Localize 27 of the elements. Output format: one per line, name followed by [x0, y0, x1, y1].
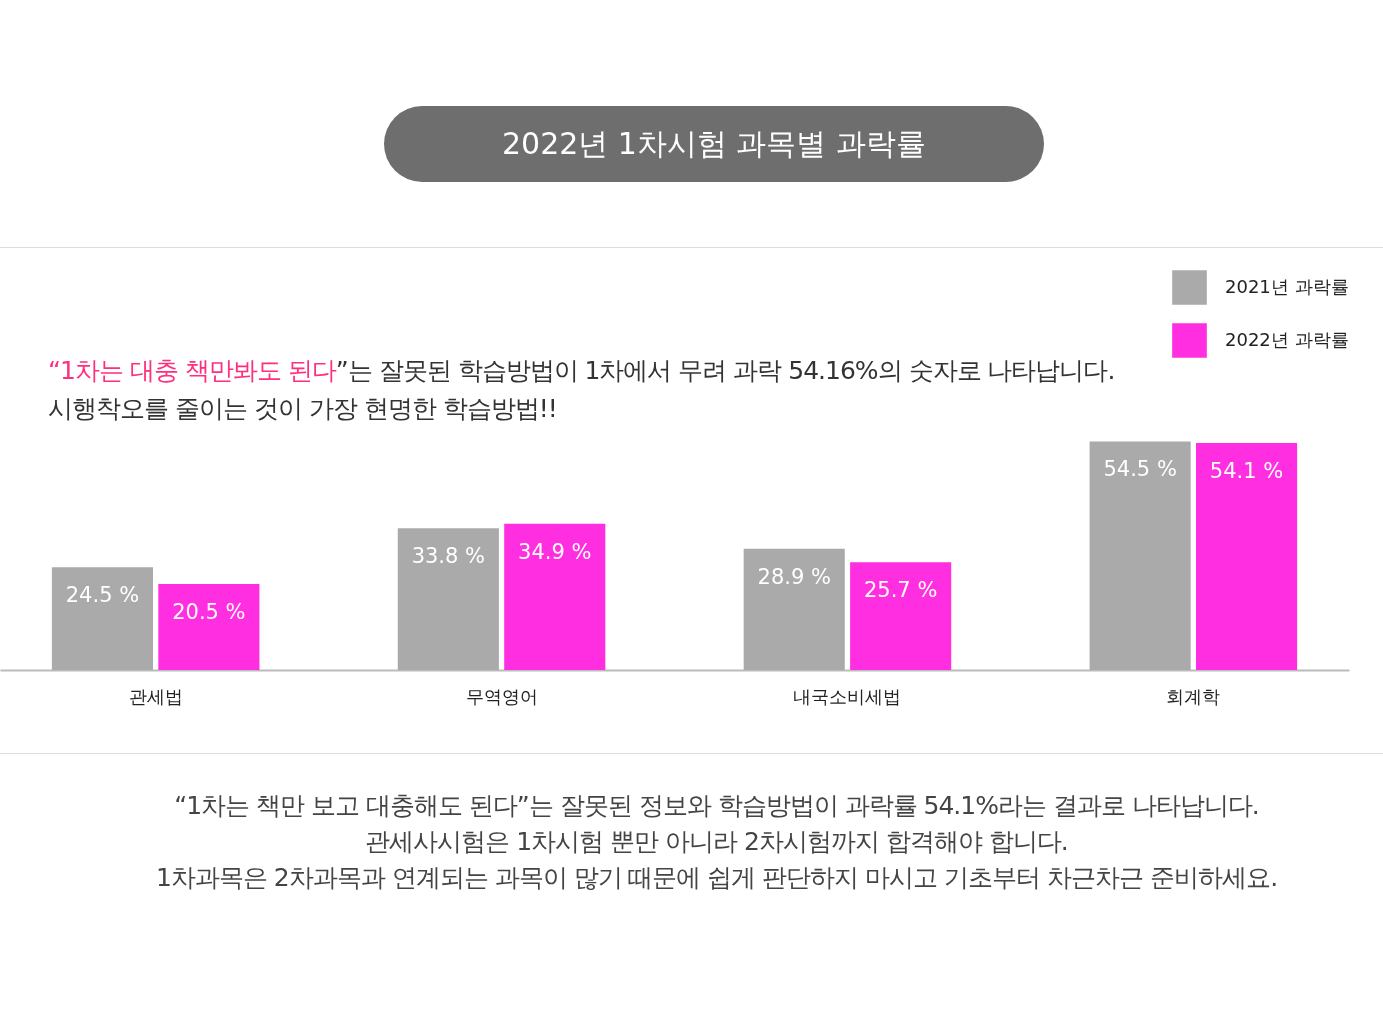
bar [51, 567, 153, 670]
x-tick-label: 회계학 [1166, 685, 1221, 707]
data-label: 33.8 % [411, 544, 486, 569]
chart-subtitle: “1차는 대충 책만봐도 된다”는 잘못된 학습방법이 1차에서 무려 과락 54.16%의 숫자로 나타납니다. 시행착오를 줄이는 것이 가장 현명한 학습방법!! [48, 355, 1115, 425]
data-label: 54.5 % [1103, 457, 1177, 482]
text: 관세사시험은 1차시험 뿐만 아니라 2차시험까지 합격해야 합니다. [364, 826, 1069, 858]
bar [850, 562, 952, 670]
legend-label: 2021년 과락률 [1225, 275, 1349, 297]
bar [504, 523, 606, 670]
text: 1차과목은 2차과목과 연계되는 과목이 많기 때문에 쉽게 판단하지 마시고 기초부터 차근차근 준비하세요. [154, 862, 1279, 894]
bar [743, 548, 845, 670]
data-label: 25.7 % [863, 578, 938, 603]
data-label: 24.5 % [65, 583, 140, 608]
bar [158, 584, 260, 670]
chart-title: 2022년 1차시험 과목별 과락률 [384, 106, 1044, 182]
legend-label: 2022년 과락률 [1225, 328, 1349, 350]
data-label: 28.9 % [757, 564, 831, 589]
text: “1차는 책만 보고 대충해도 된다”는 잘못된 정보와 학습방법이 과락률 54.1%라는 결과로 나타납니다. [173, 790, 1260, 822]
data-label: 54.1 % [1209, 459, 1284, 484]
data-label: 34.9 % [518, 539, 592, 564]
data-label: 20.5 % [172, 600, 246, 625]
bar [397, 528, 499, 670]
bar [1196, 443, 1298, 670]
x-tick-label: 관세법 [128, 685, 183, 707]
x-tick-label: 내국소비세법 [793, 685, 902, 707]
bar [1089, 441, 1191, 670]
x-tick-label: 무역영어 [465, 685, 538, 707]
